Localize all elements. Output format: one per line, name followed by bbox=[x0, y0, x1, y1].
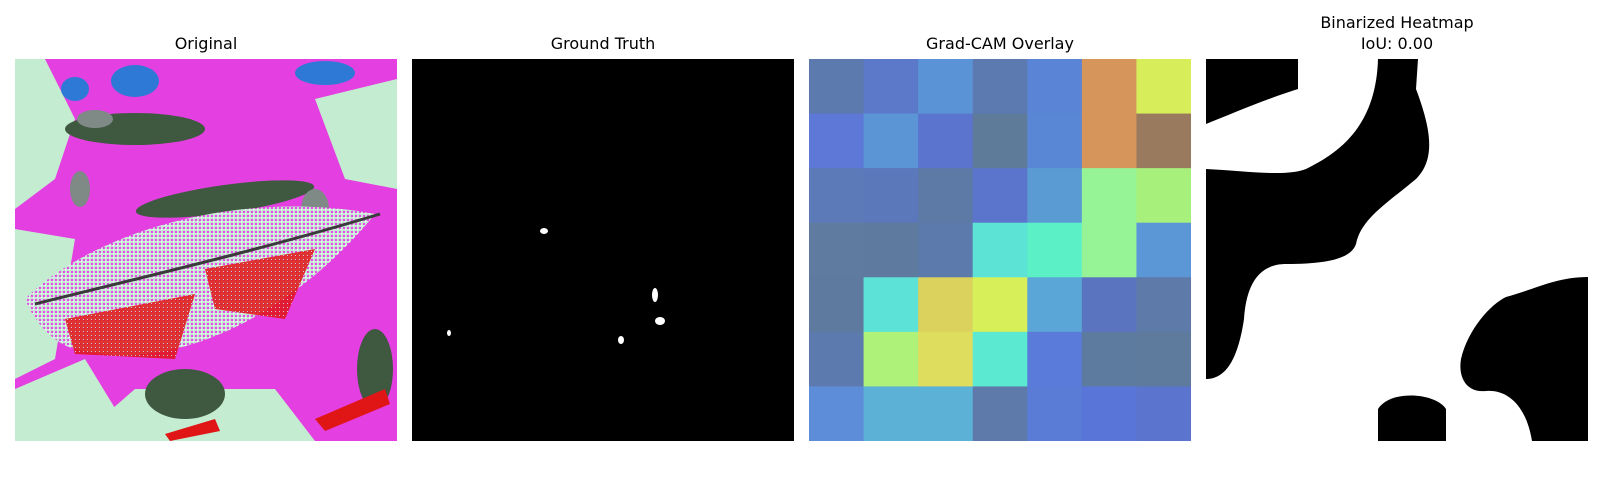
panel-ground-truth: Ground Truth bbox=[412, 0, 794, 500]
original-blue-blob-2 bbox=[61, 77, 89, 101]
gradcam-cell bbox=[809, 277, 865, 333]
original-image bbox=[15, 59, 397, 441]
gradcam-cell bbox=[809, 59, 865, 115]
gradcam-cell bbox=[1136, 222, 1191, 278]
gradcam-cell bbox=[1081, 113, 1137, 169]
gradcam-cell bbox=[918, 113, 974, 169]
gradcam-cell bbox=[1081, 386, 1137, 441]
gradcam-cell bbox=[1027, 222, 1083, 278]
iou-label: IoU: 0.00 bbox=[1360, 34, 1434, 53]
gradcam-cell bbox=[863, 331, 919, 387]
gradcam-cell bbox=[1027, 277, 1083, 333]
original-red-streak-2 bbox=[165, 419, 220, 441]
gradcam-cell bbox=[918, 59, 974, 115]
gradcam-cell bbox=[972, 277, 1028, 333]
binarized-black-region-bottom bbox=[1378, 395, 1446, 441]
ground-truth-spot-5 bbox=[447, 330, 451, 336]
gradcam-cell bbox=[972, 222, 1028, 278]
gradcam-cell bbox=[863, 386, 919, 441]
gradcam-cell bbox=[1081, 59, 1137, 115]
gradcam-cell bbox=[972, 113, 1028, 169]
gradcam-cell bbox=[863, 168, 919, 224]
panel-title-binarized: Binarized Heatmap bbox=[1320, 13, 1474, 32]
gradcam-cell bbox=[972, 168, 1028, 224]
gradcam-cell bbox=[863, 59, 919, 115]
binarized-mask bbox=[1206, 59, 1588, 441]
original-dark-blob-2 bbox=[135, 180, 315, 218]
gradcam-cell bbox=[1081, 222, 1137, 278]
gradcam-cell bbox=[1136, 386, 1191, 441]
panel-title-original: Original bbox=[174, 34, 238, 53]
gradcam-cell bbox=[809, 113, 865, 169]
binarized-black-region-main bbox=[1206, 59, 1430, 379]
gradcam-cell bbox=[1027, 331, 1083, 387]
original-blue-blob-3 bbox=[295, 61, 355, 85]
gradcam-cell bbox=[972, 386, 1028, 441]
original-red-streak-1 bbox=[315, 389, 390, 431]
panel-gradcam-overlay: Grad-CAM Overlay bbox=[809, 0, 1191, 500]
original-leaf-vein bbox=[34, 212, 381, 306]
binarized-black-region-topleft bbox=[1206, 59, 1298, 124]
gradcam-cell bbox=[1081, 168, 1137, 224]
ground-truth-spot-2 bbox=[652, 288, 658, 302]
ground-truth-mask bbox=[412, 59, 794, 441]
ground-truth-spot-4 bbox=[618, 336, 624, 344]
gradcam-cell bbox=[1136, 168, 1191, 224]
gradcam-cell bbox=[809, 168, 865, 224]
gradcam-cell bbox=[1136, 277, 1191, 333]
original-gray-blob-3 bbox=[70, 171, 90, 207]
gradcam-cell bbox=[1136, 113, 1191, 169]
panel-original: Original bbox=[15, 0, 397, 500]
panel-binarized-heatmap: Binarized Heatmap IoU: 0.00 bbox=[1206, 0, 1588, 500]
original-dark-blob-3 bbox=[145, 369, 225, 419]
ground-truth-spot-1 bbox=[540, 228, 548, 234]
gradcam-cell bbox=[918, 331, 974, 387]
gradcam-cell bbox=[1136, 331, 1191, 387]
gradcam-cell bbox=[972, 59, 1028, 115]
gradcam-cell bbox=[972, 331, 1028, 387]
original-blue-blob-1 bbox=[111, 65, 159, 97]
gradcam-cell bbox=[863, 277, 919, 333]
gradcam-cell bbox=[1027, 59, 1083, 115]
panel-title-ground-truth: Ground Truth bbox=[550, 34, 656, 53]
gradcam-cell bbox=[918, 386, 974, 441]
gradcam-heatmap bbox=[809, 59, 1191, 441]
gradcam-cell bbox=[809, 331, 865, 387]
gradcam-cell bbox=[809, 222, 865, 278]
ground-truth-background bbox=[412, 59, 794, 441]
original-leaf-red-patch-1 bbox=[65, 294, 195, 359]
panel-title-gradcam: Grad-CAM Overlay bbox=[926, 34, 1074, 53]
gradcam-cell bbox=[1081, 277, 1137, 333]
original-mint-region-right bbox=[315, 79, 397, 189]
gradcam-cell bbox=[863, 113, 919, 169]
original-mint-region-bottom bbox=[15, 359, 135, 441]
gradcam-cell bbox=[1136, 59, 1191, 115]
gradcam-cell bbox=[918, 277, 974, 333]
gradcam-cell bbox=[1027, 386, 1083, 441]
gradcam-cell bbox=[918, 168, 974, 224]
gradcam-cell bbox=[1027, 113, 1083, 169]
original-gray-blob-1 bbox=[77, 110, 113, 128]
ground-truth-spot-3 bbox=[655, 317, 665, 325]
gradcam-cell bbox=[1081, 331, 1137, 387]
gradcam-cell bbox=[1027, 168, 1083, 224]
gradcam-cell bbox=[809, 386, 865, 441]
original-dark-blob-4 bbox=[357, 329, 393, 409]
original-leaf-red-patch-2 bbox=[205, 249, 315, 319]
gradcam-cell bbox=[918, 222, 974, 278]
binarized-black-region-right bbox=[1460, 277, 1588, 441]
gradcam-cell bbox=[863, 222, 919, 278]
